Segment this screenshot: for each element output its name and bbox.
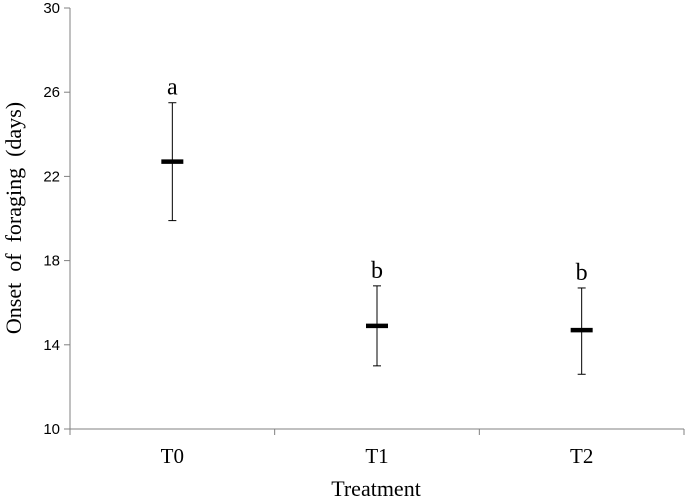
- x-tick-label: T0: [161, 444, 184, 468]
- y-tick-label: 30: [43, 0, 60, 17]
- y-tick-label: 18: [43, 253, 60, 270]
- x-axis-ticks: T0 T1 T2: [69, 429, 685, 468]
- y-axis-ticks: 10 14 18 22 26 30: [43, 0, 70, 438]
- significance-label: b: [371, 258, 383, 284]
- significance-label: a: [167, 75, 178, 101]
- y-tick-label: 26: [43, 84, 60, 101]
- y-axis-title: Onset of foraging (days): [1, 102, 26, 334]
- x-axis-title: Treatment: [331, 476, 421, 498]
- y-tick-label: 14: [43, 337, 60, 354]
- y-tick-label: 10: [43, 421, 60, 438]
- x-tick-label: T2: [570, 444, 593, 468]
- axes: [69, 8, 684, 430]
- y-tick-label: 22: [43, 168, 60, 185]
- significance-label: b: [576, 260, 588, 286]
- data-marks: a b b: [161, 75, 593, 375]
- x-tick-label: T1: [365, 444, 388, 468]
